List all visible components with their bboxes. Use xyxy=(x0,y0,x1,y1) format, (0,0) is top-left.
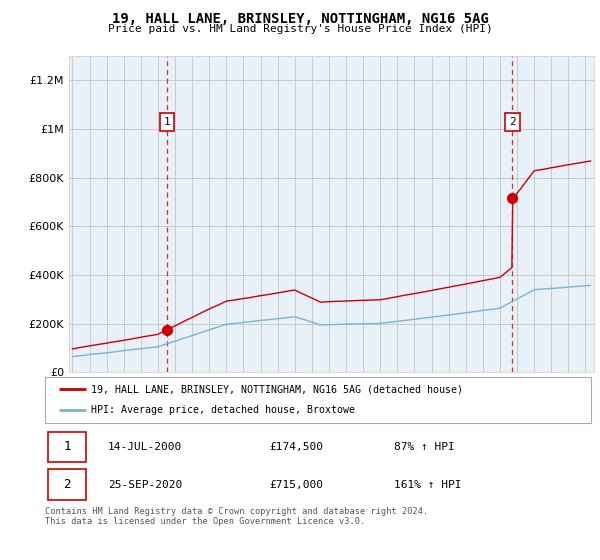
Text: 2: 2 xyxy=(509,116,516,127)
Text: 2: 2 xyxy=(63,478,71,491)
Text: £715,000: £715,000 xyxy=(269,479,323,489)
FancyBboxPatch shape xyxy=(48,469,86,500)
Text: 19, HALL LANE, BRINSLEY, NOTTINGHAM, NG16 5AG: 19, HALL LANE, BRINSLEY, NOTTINGHAM, NG1… xyxy=(112,12,488,26)
Text: Contains HM Land Registry data © Crown copyright and database right 2024.
This d: Contains HM Land Registry data © Crown c… xyxy=(45,507,428,526)
FancyBboxPatch shape xyxy=(48,432,86,462)
Text: 25-SEP-2020: 25-SEP-2020 xyxy=(108,479,182,489)
Text: 161% ↑ HPI: 161% ↑ HPI xyxy=(394,479,462,489)
FancyBboxPatch shape xyxy=(45,377,591,423)
Text: 1: 1 xyxy=(63,440,71,453)
Text: 14-JUL-2000: 14-JUL-2000 xyxy=(108,442,182,452)
Text: £174,500: £174,500 xyxy=(269,442,323,452)
Text: 19, HALL LANE, BRINSLEY, NOTTINGHAM, NG16 5AG (detached house): 19, HALL LANE, BRINSLEY, NOTTINGHAM, NG1… xyxy=(91,384,463,394)
Text: Price paid vs. HM Land Registry's House Price Index (HPI): Price paid vs. HM Land Registry's House … xyxy=(107,24,493,34)
Text: 87% ↑ HPI: 87% ↑ HPI xyxy=(394,442,455,452)
Text: HPI: Average price, detached house, Broxtowe: HPI: Average price, detached house, Brox… xyxy=(91,405,355,416)
Text: 1: 1 xyxy=(164,116,170,127)
